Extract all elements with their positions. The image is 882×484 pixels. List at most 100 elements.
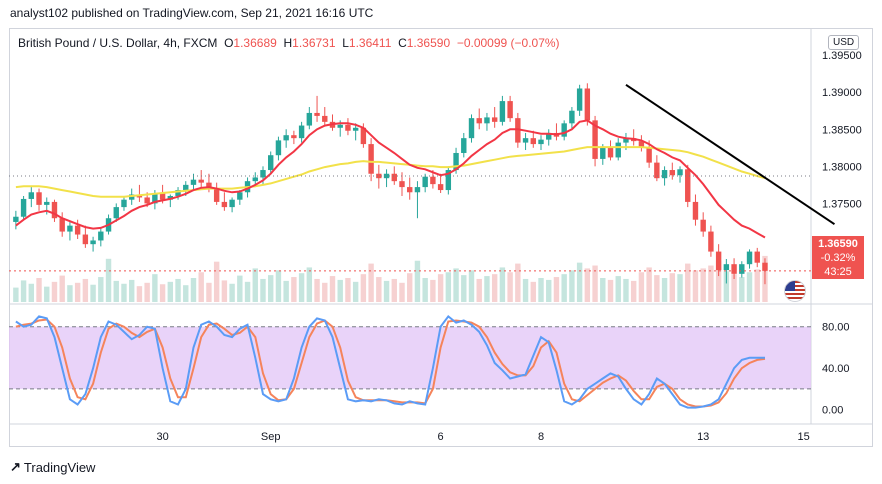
candle-body — [20, 198, 27, 217]
candle-body — [268, 155, 274, 171]
candle-body — [98, 231, 104, 241]
volume-bar — [692, 270, 699, 302]
volume-bar — [708, 265, 714, 302]
open-value: 1.36689 — [233, 36, 277, 50]
candle-body — [144, 197, 150, 204]
low-label: L — [342, 36, 349, 50]
volume-bar — [105, 258, 112, 302]
candle-body — [507, 101, 513, 119]
volume-bar — [422, 278, 428, 302]
candle-body — [669, 170, 675, 176]
volume-bar — [20, 280, 27, 302]
candle-body — [461, 138, 467, 153]
candle-body — [198, 179, 204, 183]
volume-bar — [368, 263, 374, 302]
volume-bar — [437, 274, 444, 302]
candle-body — [530, 138, 536, 145]
candle-body — [623, 138, 629, 143]
volume-bar — [445, 272, 452, 302]
volume-bar — [584, 268, 591, 302]
candle-body — [360, 127, 367, 145]
candle-body — [407, 187, 413, 193]
currency-badge[interactable]: USD — [828, 35, 860, 50]
volume-bar — [152, 274, 158, 302]
volume-bar — [739, 277, 745, 302]
candle-body — [376, 173, 382, 179]
candle-body — [731, 264, 737, 274]
close-value: 1.36590 — [406, 36, 451, 50]
stoch-tick-label: 0.00 — [822, 405, 843, 417]
volume-bar — [453, 268, 459, 302]
symbol-legend: British Pound / U.S. Dollar, 4h, FXCM O1… — [18, 36, 560, 50]
candle-body — [368, 144, 374, 174]
candle-body — [237, 192, 243, 200]
volume-bar — [723, 271, 730, 302]
volume-bar — [731, 274, 737, 302]
candle-body — [522, 138, 529, 143]
volume-bar — [360, 274, 367, 302]
candle-body — [561, 123, 567, 137]
candle-body — [383, 173, 390, 179]
chart-frame — [9, 28, 873, 447]
candle-body — [615, 142, 621, 158]
volume-bar — [352, 281, 359, 302]
volume-bar — [638, 272, 645, 302]
trendline — [625, 83, 836, 225]
volume-bar — [592, 265, 598, 302]
candle-body — [468, 118, 475, 139]
us-flag-icon — [784, 280, 806, 302]
last-change: -0.32% — [820, 252, 856, 264]
candle-body — [298, 125, 305, 139]
volume-bar — [298, 273, 305, 302]
time-tick-label: Sep — [261, 431, 281, 443]
tradingview-logo[interactable]: ↗ TradingView — [10, 459, 95, 475]
candle-body — [352, 127, 359, 131]
volume-bar — [268, 275, 274, 302]
candle-body — [476, 118, 482, 124]
volume-bar — [337, 279, 343, 302]
volume-bar — [507, 272, 513, 302]
candle-body — [430, 176, 436, 185]
candle-body — [715, 251, 722, 271]
time-tick-label: 13 — [697, 431, 709, 443]
candle-body — [546, 132, 552, 140]
candle-body — [414, 187, 421, 193]
volume-bar — [252, 268, 258, 302]
candle-body — [723, 264, 730, 271]
candle-body — [36, 192, 42, 205]
candle-body — [685, 169, 691, 202]
volume-bar — [484, 276, 490, 302]
candle-body — [491, 117, 498, 122]
volume-bar — [82, 278, 89, 302]
volume-bar — [306, 267, 313, 302]
candle-body — [183, 184, 189, 191]
volume-bar — [291, 277, 297, 302]
time-tick-label: 30 — [156, 431, 168, 443]
high-label: H — [283, 36, 293, 50]
ma-fast-line — [15, 119, 766, 239]
candle-body — [74, 225, 81, 235]
volume-bar — [283, 280, 289, 302]
volume-bar — [476, 278, 482, 302]
tradingview-logo-icon: ↗ — [10, 459, 21, 474]
candle-body — [67, 225, 73, 232]
volume-bar — [13, 287, 19, 302]
candle-body — [762, 262, 768, 271]
volume-bar — [229, 283, 235, 302]
volume-bar — [383, 280, 390, 302]
bar-countdown: 43:25 — [824, 266, 852, 278]
candle-body — [638, 141, 645, 148]
volume-bar — [90, 284, 96, 302]
volume-bar — [700, 268, 706, 302]
candle-body — [700, 219, 706, 232]
stoch-band — [9, 326, 811, 389]
volume-bar — [677, 274, 683, 302]
candle-body — [306, 112, 313, 126]
candle-body — [739, 264, 745, 274]
candle-body — [314, 112, 320, 116]
volume-bar — [754, 269, 760, 302]
price-tick-label: 1.38000 — [822, 161, 862, 173]
candle-body — [646, 147, 652, 163]
volume-bar — [669, 273, 675, 302]
